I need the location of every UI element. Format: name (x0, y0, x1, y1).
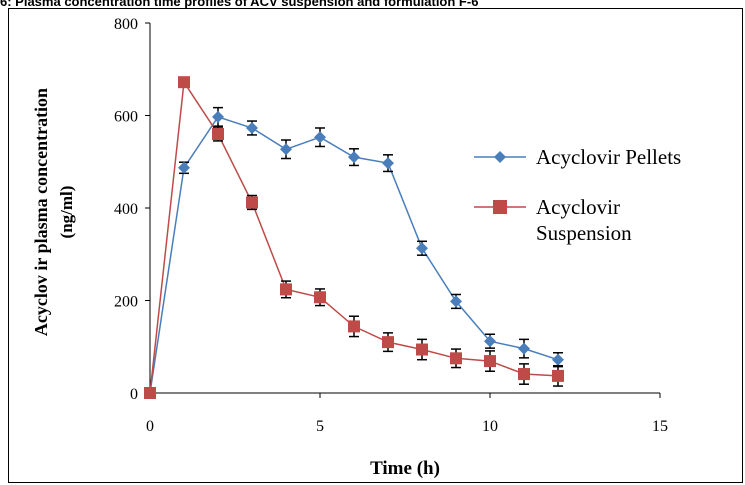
suspension-data-point (484, 355, 496, 368)
suspension-data-point (246, 196, 258, 209)
legend-label: Acyclovir (536, 195, 620, 219)
suspension-data-point (382, 336, 394, 349)
legend-label: Suspension (536, 221, 632, 245)
suspension-data-point (212, 128, 224, 140)
series-layer (144, 76, 564, 399)
pellets-data-point (484, 335, 496, 348)
series-2 (144, 76, 564, 399)
pellets-data-point (280, 143, 292, 156)
legend-marker-square (493, 200, 507, 214)
pellets-data-point (552, 353, 564, 366)
x-tick-label: 10 (482, 418, 498, 435)
y-tick-label: 200 (114, 294, 138, 311)
legend-label: Acyclovir Pellets (536, 145, 681, 169)
x-tick-label: 15 (652, 418, 668, 435)
x-tick-label: 0 (146, 418, 154, 435)
y-axis-title: Acyclov ir plasma concentration (31, 88, 51, 336)
suspension-data-point (144, 387, 156, 399)
suspension-data-point (314, 291, 326, 304)
pellets-data-point (348, 151, 360, 164)
y-tick-label: 600 (114, 109, 138, 126)
suspension-data-point (416, 343, 428, 356)
figure-caption: 6: Plasma concentration time profiles of… (0, 0, 479, 9)
pellets-data-point (212, 110, 224, 123)
pellets-data-point (314, 131, 326, 144)
series-1 (144, 106, 564, 399)
pellets-data-point (246, 121, 258, 134)
suspension-data-point (518, 368, 530, 381)
chart-frame (8, 8, 743, 483)
suspension-data-point (552, 369, 564, 382)
y-tick-label: 800 (114, 16, 138, 33)
suspension-data-point (280, 283, 292, 296)
pellets-data-point (382, 157, 394, 170)
x-tick-label: 5 (316, 418, 324, 435)
suspension-data-point (178, 76, 190, 89)
pellets-data-point (518, 342, 530, 355)
suspension-data-point (348, 320, 360, 333)
pellets-data-point (178, 161, 190, 174)
pellets-data-point (450, 295, 462, 308)
y-tick-label: 0 (130, 386, 138, 403)
x-axis-title: Time (h) (370, 458, 440, 479)
legend-item-pellets: Acyclovir Pellets (474, 145, 681, 169)
y-tick-label: 400 (114, 201, 138, 218)
suspension-data-point (450, 352, 462, 365)
y-axis-unit: (ng/ml) (57, 186, 76, 239)
pellets-data-point (416, 242, 428, 255)
legend-marker-diamond (494, 151, 506, 163)
axes: 0 200 400 600 800 0 5 10 15 (114, 16, 668, 435)
suspension-line (149, 80, 559, 394)
